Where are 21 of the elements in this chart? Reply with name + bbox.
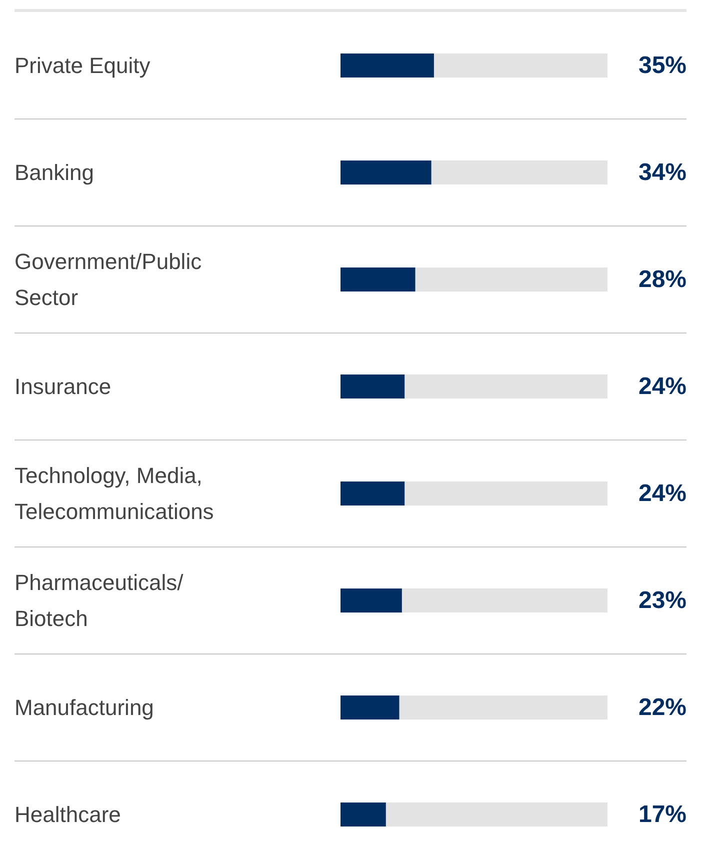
bar — [340, 482, 405, 506]
y-tick-label: Banking — [14, 160, 94, 185]
bar — [340, 588, 402, 612]
y-tick-label: Pharmaceuticals/Biotech — [14, 570, 184, 632]
data-label: 34% — [638, 159, 687, 186]
bar — [340, 374, 405, 398]
data-label: 22% — [638, 694, 687, 721]
data-label: 28% — [638, 266, 687, 293]
data-label: 35% — [638, 52, 687, 79]
data-label: 24% — [638, 373, 687, 400]
y-tick-label: Government/Public Sector — [14, 248, 202, 310]
data-label: 23% — [638, 587, 687, 614]
data-label: 17% — [638, 801, 687, 828]
y-tick-label: Technology, Media, Telecommunications — [14, 462, 214, 524]
bar — [340, 696, 400, 720]
y-tick-label: Manufacturing — [14, 695, 154, 720]
data-label: 24% — [638, 480, 687, 507]
bar — [340, 802, 386, 826]
y-tick-label: Insurance — [14, 374, 112, 399]
y-tick-label: Private Equity — [14, 53, 150, 78]
y-tick-label: Healthcare — [14, 802, 121, 827]
